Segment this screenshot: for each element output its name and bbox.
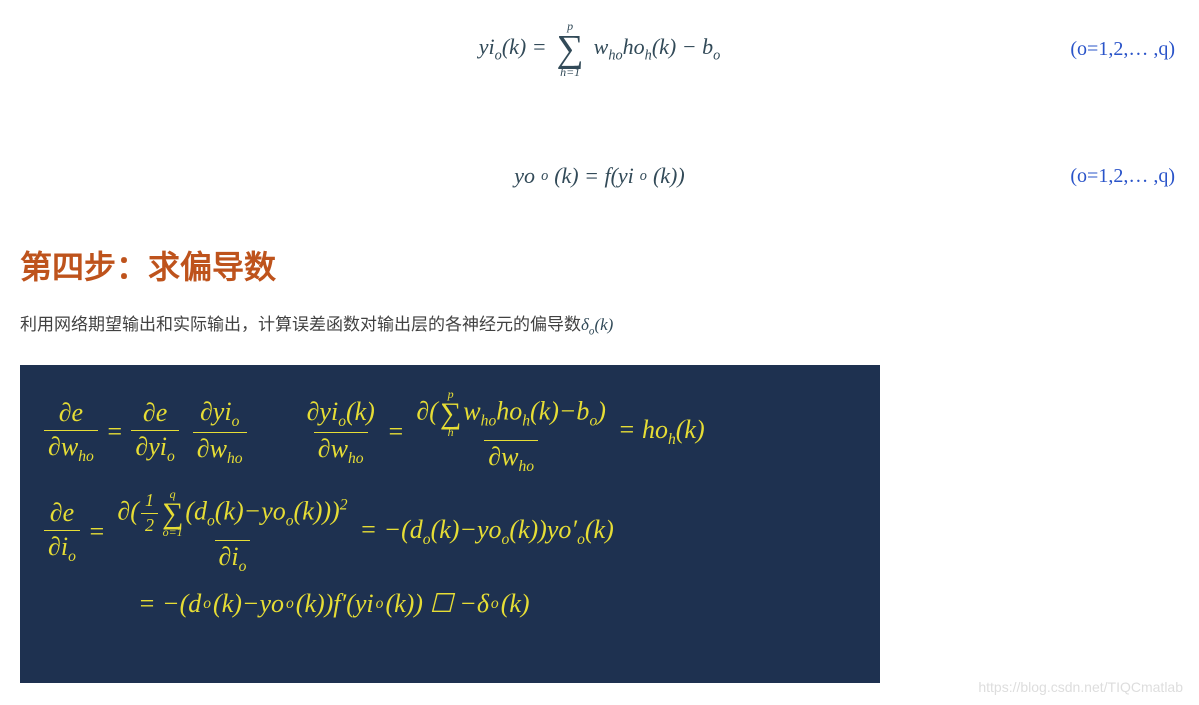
equation-1: yio(k) = p ∑ h=1 whohoh(k) − bo bbox=[479, 20, 720, 78]
sum-symbol: p ∑ h=1 bbox=[557, 20, 584, 78]
derivation-panel: ∂e ∂who = ∂e ∂yio ∂yio ∂who ∂yio(k) ∂who… bbox=[20, 365, 880, 683]
panel-row-1: ∂e ∂who = ∂e ∂yio ∂yio ∂who ∂yio(k) ∂who… bbox=[38, 389, 862, 475]
equation-2: yoo(k) = f(yio(k)) bbox=[514, 163, 684, 189]
fraction: ∂yio ∂who bbox=[193, 398, 247, 468]
fraction: ∂e ∂io bbox=[44, 499, 80, 565]
panel-row2-result: = −(do(k)−yoo(k))yo′o(k) bbox=[360, 515, 614, 549]
eq1-lhs: yio(k) = bbox=[479, 34, 547, 64]
watermark-text: https://blog.csdn.net/TIQCmatlab bbox=[978, 679, 1183, 695]
panel-row-3: = −(do(k)−yoo(k))f′(yio(k)) ☐ −δo(k) bbox=[38, 589, 862, 619]
equation-row-2: yoo(k) = f(yio(k)) (o=1,2,… ,q) bbox=[0, 156, 1199, 196]
fraction: ∂yio(k) ∂who bbox=[303, 398, 379, 468]
panel-row-2: ∂e ∂io = ∂(12q∑o=1(do(k)−yoo(k)))2 ∂io =… bbox=[38, 489, 862, 575]
fraction: ∂(12q∑o=1(do(k)−yoo(k)))2 ∂io bbox=[113, 489, 351, 575]
fraction: ∂e ∂who bbox=[44, 399, 98, 465]
eq1-rhs: whohoh(k) − bo bbox=[594, 34, 721, 64]
fraction: ∂e ∂yio bbox=[131, 399, 178, 465]
section-heading: 第四步：求偏导数 bbox=[0, 242, 1199, 288]
panel-row1-result: = hoh(k) bbox=[618, 415, 705, 449]
equation-1-tag: (o=1,2,… ,q) bbox=[1070, 38, 1175, 61]
equation-row-1: yio(k) = p ∑ h=1 whohoh(k) − bo (o=1,2,…… bbox=[0, 0, 1199, 90]
fraction: ∂(p∑hwhohoh(k)−bo) ∂who bbox=[412, 389, 610, 475]
equation-2-tag: (o=1,2,… ,q) bbox=[1070, 165, 1175, 188]
body-paragraph: 利用网络期望输出和实际输出，计算误差函数对输出层的各神经元的偏导数δo(k) bbox=[0, 310, 1199, 337]
